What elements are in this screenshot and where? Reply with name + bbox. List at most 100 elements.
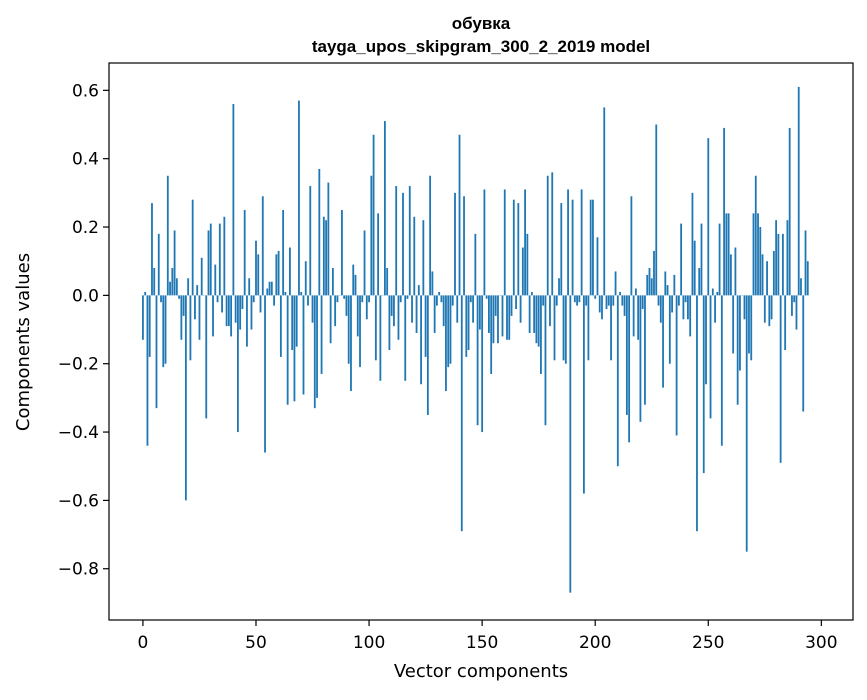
bar [158,234,160,296]
bar [658,295,660,305]
bar [201,258,203,296]
x-tick-label: 100 [353,633,385,653]
bar [160,295,162,302]
bar [714,295,716,322]
bar [395,186,397,295]
bar [409,186,411,295]
bar [775,220,777,295]
bar [352,265,354,296]
bar [513,200,515,296]
bar [370,176,372,296]
bar [710,295,712,418]
bar [255,241,257,296]
bar [746,295,748,551]
bar [563,295,565,360]
bar [169,282,171,296]
x-tick-label: 300 [805,633,837,653]
bar [567,189,569,295]
bar [271,282,273,296]
bar [468,295,470,350]
bar [753,213,755,295]
bar [280,295,282,357]
bar [174,230,176,295]
bar [660,295,662,322]
bar [716,292,718,295]
x-tick-label: 150 [466,633,498,653]
y-tick-label: 0.6 [72,81,99,101]
bar [547,176,549,296]
bar [798,87,800,295]
bar [737,295,739,404]
bar [479,295,481,329]
bar [232,104,234,295]
bar [393,295,395,326]
bar [682,295,684,319]
bar [515,295,517,309]
bar [284,292,286,295]
bar [617,295,619,466]
y-tick-label: 0.0 [72,286,99,306]
bar [187,278,189,295]
bar [176,278,178,295]
bar [361,295,363,302]
bar [481,295,483,432]
bar [635,289,637,296]
bar [800,278,802,295]
bar [257,254,259,295]
bar [190,295,192,360]
bar [434,295,436,333]
bar [707,138,709,295]
bar [377,213,379,295]
bar [436,295,438,305]
bar [517,203,519,295]
bar [538,295,540,346]
bar [508,295,510,339]
bar [646,275,648,296]
bar [244,210,246,295]
bar [719,224,721,296]
bar [242,295,244,309]
bar [400,295,402,302]
y-tick-label: −0.4 [58,423,99,443]
bar [425,295,427,357]
chart-title: обувка [452,14,511,33]
bar [151,203,153,295]
bar [796,295,798,329]
bar [558,278,560,295]
bar [626,295,628,415]
bar [678,295,680,305]
bar [208,230,210,295]
bar [183,295,185,316]
bar [549,295,551,326]
bar [578,295,580,302]
bar [316,295,318,398]
chart-subtitle: tayga_upos_skipgram_300_2_2019 model [312,37,650,56]
bar [165,295,167,363]
bar [346,295,348,316]
bar [307,295,309,305]
bar [305,261,307,295]
bar [389,295,391,350]
bar [416,295,418,333]
bar [730,254,732,295]
bar [744,295,746,319]
bar [497,295,499,343]
bar [486,295,488,298]
bar [701,224,703,296]
bar [495,295,497,316]
bar [762,254,764,295]
bar [766,261,768,295]
bar [447,295,449,367]
bar [262,196,264,295]
bar [404,295,406,380]
bar [298,101,300,296]
bar [226,295,228,326]
bar [520,295,522,322]
x-tick-label: 250 [692,633,724,653]
bar [266,289,268,296]
bar [337,295,339,302]
bar [511,295,513,316]
bar [212,295,214,336]
bar [615,271,617,295]
bar [296,295,298,346]
